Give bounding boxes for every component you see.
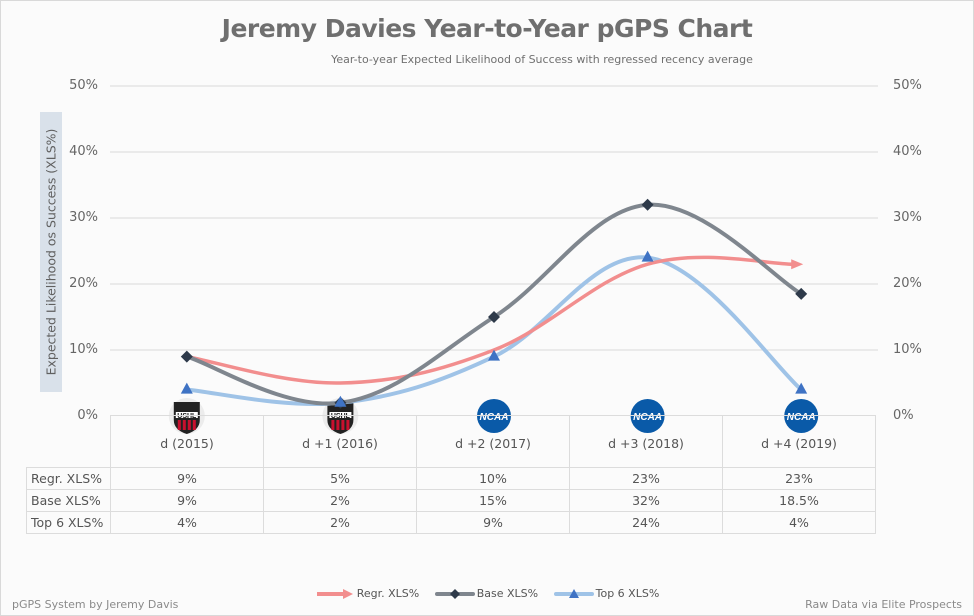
table-corner — [26, 415, 111, 468]
table-cell: 23% — [722, 467, 876, 490]
row-label: Regr. XLS% — [26, 467, 111, 490]
y-tick-label-left: 30% — [69, 210, 98, 225]
table-cell: 23% — [569, 467, 723, 490]
legend-label: Base XLS% — [476, 587, 539, 600]
data-point-base — [641, 198, 654, 211]
legend-label: Top 6 XLS% — [595, 587, 660, 600]
table-cell: 24% — [569, 511, 723, 534]
chart-title: Jeremy Davies Year-to-Year pGPS Chart — [221, 14, 753, 43]
y-tick-label-right: 40% — [893, 144, 922, 159]
legend-item-top6: Top 6 XLS% — [553, 587, 660, 600]
y-tick-label-right: 20% — [893, 276, 922, 291]
table-cell: 2% — [263, 511, 417, 534]
table-header-row: d (2015) d +1 (2016) d +2 (2017) d +3 (2… — [26, 415, 876, 468]
table-header-cell: d +2 (2017) — [416, 415, 570, 468]
y-tick-label-right: 10% — [893, 342, 922, 357]
data-point-top6 — [334, 395, 347, 407]
table-cell: 9% — [110, 467, 264, 490]
y-tick-label-left: 40% — [69, 144, 98, 159]
data-point-top6 — [641, 250, 654, 262]
footer-source: Raw Data via Elite Prospects — [805, 598, 962, 611]
table-cell: 18.5% — [722, 489, 876, 512]
y-tick-label-right: 50% — [893, 78, 922, 93]
legend-item-base: Base XLS% — [434, 587, 539, 600]
y-tick-label-right: 0% — [893, 408, 914, 423]
data-point-top6 — [488, 349, 500, 361]
triangle-line-icon — [553, 588, 594, 598]
data-point-base — [795, 287, 808, 300]
y-tick-label-left: 20% — [69, 276, 98, 291]
table-cell: 9% — [416, 511, 570, 534]
data-table: d (2015) d +1 (2016) d +2 (2017) d +3 (2… — [26, 415, 876, 534]
series-line-base — [184, 202, 804, 406]
y-axis-label-background — [40, 112, 62, 392]
y-tick-label-left: 50% — [69, 78, 98, 93]
table-cell: 4% — [110, 511, 264, 534]
data-point-base — [180, 350, 193, 363]
table-row: Regr. XLS% 9% 5% 10% 23% 23% — [26, 467, 876, 490]
table-header-cell: d +1 (2016) — [263, 415, 417, 468]
table-header-cell: d +3 (2018) — [569, 415, 723, 468]
y-tick-label-left: 10% — [69, 342, 98, 357]
y-tick-label-right: 30% — [893, 210, 922, 225]
legend-label: Regr. XLS% — [356, 587, 420, 600]
data-point-top6 — [795, 382, 808, 394]
table-row: Top 6 XLS% 4% 2% 9% 24% 4% — [26, 511, 876, 534]
table-header-cell: d (2015) — [110, 415, 264, 468]
data-point-top6 — [180, 382, 193, 394]
diamond-line-icon — [434, 588, 475, 599]
table-cell: 9% — [110, 489, 264, 512]
legend: Regr. XLS% Base XLS% Top 6 XLS% — [0, 587, 974, 603]
table-cell: 15% — [416, 489, 570, 512]
table-cell: 32% — [569, 489, 723, 512]
table-row: Base XLS% 9% 2% 15% 32% 18.5% — [26, 489, 876, 512]
arrow-line-icon — [316, 588, 353, 599]
table-cell: 5% — [263, 467, 417, 490]
data-point-base — [488, 311, 500, 323]
chart-subtitle: Year-to-year Expected Likelihood of Succ… — [331, 53, 753, 66]
footer-credit: pGPS System by Jeremy Davis — [12, 598, 179, 611]
row-label: Top 6 XLS% — [26, 511, 111, 534]
series-line-top6 — [184, 255, 804, 407]
table-cell: 4% — [722, 511, 876, 534]
table-cell: 10% — [416, 467, 570, 490]
table-header-cell: d +4 (2019) — [722, 415, 876, 468]
table-cell: 2% — [263, 489, 417, 512]
row-label: Base XLS% — [26, 489, 111, 512]
series-arrowhead-regr — [791, 259, 804, 270]
legend-item-regr: Regr. XLS% — [315, 587, 420, 600]
